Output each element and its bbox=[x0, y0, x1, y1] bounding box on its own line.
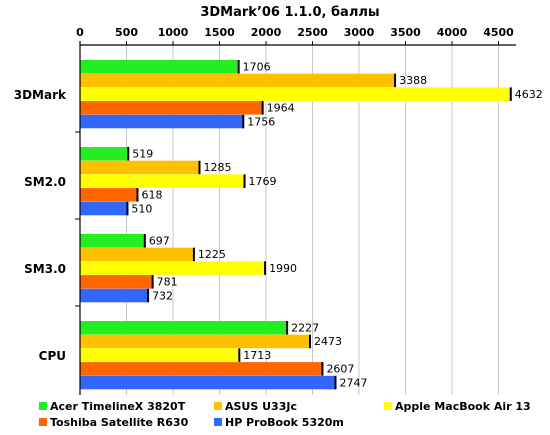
data-label: 4632 bbox=[515, 88, 543, 101]
bar bbox=[80, 101, 263, 115]
legend-label: Acer TimelineX 3820T bbox=[50, 400, 186, 413]
x-tick-label: 2500 bbox=[297, 26, 328, 39]
category-label: CPU bbox=[39, 349, 66, 363]
legend-swatch bbox=[214, 402, 222, 410]
data-label: 1285 bbox=[204, 161, 232, 174]
bar bbox=[80, 114, 244, 129]
data-label: 697 bbox=[149, 235, 170, 248]
bar bbox=[80, 160, 200, 175]
x-tick-label: 3000 bbox=[344, 26, 375, 39]
x-tick-label: 0 bbox=[76, 26, 84, 39]
bar bbox=[80, 73, 396, 88]
data-label: 732 bbox=[152, 289, 173, 302]
legend-swatch bbox=[39, 402, 47, 410]
bar bbox=[80, 234, 145, 248]
bar bbox=[80, 362, 323, 376]
bar bbox=[80, 375, 336, 390]
x-tick-label: 2000 bbox=[251, 26, 282, 39]
data-label: 1756 bbox=[247, 115, 275, 128]
data-label: 2607 bbox=[326, 363, 354, 376]
bar bbox=[80, 247, 194, 262]
bar bbox=[80, 201, 128, 216]
legend-label: Toshiba Satellite R630 bbox=[50, 416, 189, 429]
data-label: 618 bbox=[141, 189, 162, 202]
x-tick-label: 500 bbox=[115, 26, 138, 39]
bar bbox=[80, 334, 310, 349]
category-labels: 3DMark SM2.0 SM3.0 CPU bbox=[14, 88, 67, 363]
data-label: 2473 bbox=[314, 335, 342, 348]
bar bbox=[80, 87, 511, 101]
x-axis-ticks: 0 500 1000 1500 2000 2500 3000 3500 4000 4500 bbox=[76, 26, 514, 45]
x-tick-label: 1500 bbox=[204, 26, 235, 39]
legend-swatch bbox=[39, 418, 47, 426]
data-label: 781 bbox=[157, 276, 178, 289]
data-label: 1706 bbox=[243, 61, 271, 74]
data-label: 510 bbox=[131, 202, 152, 215]
data-label: 3388 bbox=[399, 74, 427, 87]
bar bbox=[80, 348, 240, 362]
legend-swatch bbox=[384, 402, 392, 410]
category-label: SM2.0 bbox=[24, 175, 66, 189]
axes bbox=[75, 41, 516, 395]
data-label: 1769 bbox=[249, 175, 277, 188]
data-label: 1713 bbox=[243, 349, 271, 362]
x-tick-label: 3500 bbox=[390, 26, 421, 39]
legend-label: ASUS U33Jc bbox=[225, 400, 297, 413]
category-label: 3DMark bbox=[14, 88, 67, 102]
data-label: 1964 bbox=[267, 102, 295, 115]
bar bbox=[80, 261, 266, 275]
data-label: 1225 bbox=[198, 248, 226, 261]
category-label: SM3.0 bbox=[24, 262, 66, 276]
data-label: 1990 bbox=[269, 262, 297, 275]
bar bbox=[80, 321, 288, 335]
x-tick-label: 4000 bbox=[437, 26, 468, 39]
bar bbox=[80, 188, 138, 202]
legend: Acer TimelineX 3820T ASUS U33Jc Apple MacB… bbox=[39, 400, 531, 429]
legend-swatch bbox=[214, 418, 222, 426]
legend-label: HP ProBook 5320m bbox=[225, 416, 344, 429]
chart-title: 3DMark’06 1.1.0, баллы bbox=[200, 5, 379, 20]
bar bbox=[80, 174, 245, 188]
legend-label: Apple MacBook Air 13 bbox=[395, 400, 531, 413]
bar bbox=[80, 147, 129, 161]
data-label: 2747 bbox=[339, 376, 367, 389]
data-label: 519 bbox=[132, 148, 153, 161]
bar bbox=[80, 288, 149, 303]
x-tick-label: 1000 bbox=[158, 26, 189, 39]
x-tick-label: 4500 bbox=[483, 26, 514, 39]
data-label: 2227 bbox=[291, 322, 319, 335]
bar bbox=[80, 60, 239, 74]
bar bbox=[80, 275, 153, 289]
